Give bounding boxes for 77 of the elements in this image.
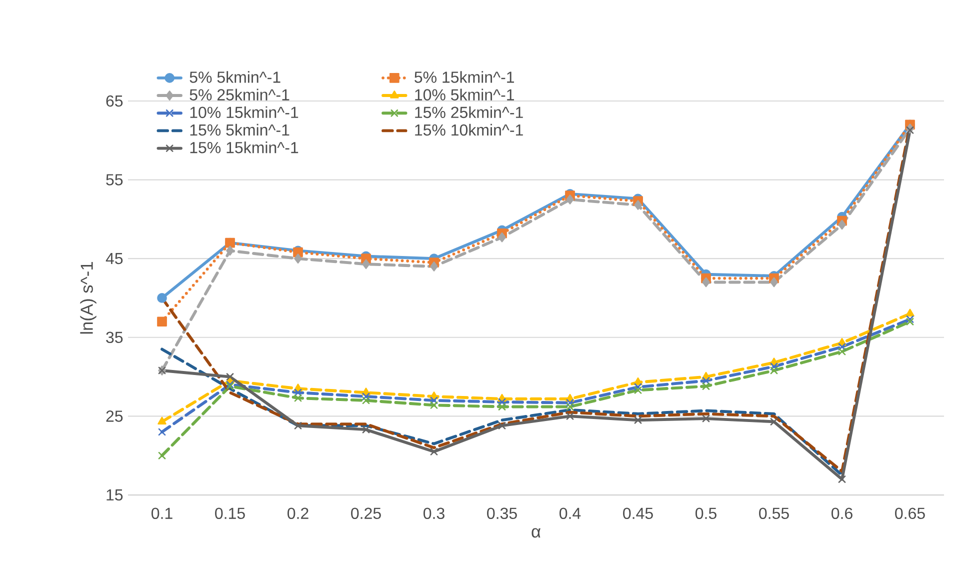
point <box>770 418 778 426</box>
point <box>906 308 914 317</box>
point <box>566 194 574 204</box>
point <box>157 293 167 303</box>
point <box>498 422 506 430</box>
point <box>158 428 166 436</box>
point <box>158 416 166 425</box>
point <box>498 232 506 242</box>
x-tick-label: 0.35 <box>487 508 517 520</box>
point <box>430 401 438 409</box>
x-tick-label: 0.6 <box>832 508 852 520</box>
point <box>770 277 778 288</box>
point <box>498 403 506 410</box>
point <box>838 343 846 351</box>
x-tick-label: 0.55 <box>759 508 789 520</box>
point <box>226 246 234 256</box>
legend-label: 15% 25kmin^-1 <box>415 106 523 118</box>
point <box>634 386 642 394</box>
legend-label: 15% 5kmin^-1 <box>190 124 290 136</box>
point <box>634 383 642 391</box>
point <box>634 416 642 424</box>
point <box>362 426 370 434</box>
point <box>634 377 642 386</box>
point <box>226 373 234 380</box>
legend-label: 15% 10kmin^-1 <box>415 124 523 136</box>
point <box>838 476 846 483</box>
x-tick-label: 0.25 <box>351 508 381 520</box>
y-tick-label: 25 <box>106 410 123 422</box>
point <box>702 414 710 422</box>
point <box>770 366 778 374</box>
x-tick-label: 0.1 <box>152 508 172 520</box>
point <box>294 254 302 264</box>
point <box>566 403 574 410</box>
point <box>906 318 914 326</box>
x-tick-label: 0.4 <box>560 508 581 520</box>
point <box>906 316 914 323</box>
y-tick-label: 45 <box>106 253 123 264</box>
y-tick-label: 55 <box>106 174 123 186</box>
point <box>702 277 710 288</box>
legend-label: 5% 5kmin^-1 <box>190 71 280 83</box>
y-tick-label: 65 <box>106 95 123 107</box>
point <box>430 448 438 456</box>
x-tick-label: 0.3 <box>424 508 444 520</box>
point <box>294 422 302 430</box>
y-tick-label: 15 <box>106 489 123 501</box>
point <box>770 362 778 370</box>
x-tick-label: 0.45 <box>623 508 653 520</box>
point <box>430 262 438 272</box>
y-tick-label: 35 <box>106 332 123 344</box>
point <box>362 259 370 270</box>
x-tick-label: 0.65 <box>895 508 925 520</box>
point <box>906 126 914 134</box>
point <box>158 452 166 460</box>
point <box>362 396 370 404</box>
legend-label: 15% 15kmin^-1 <box>190 142 298 154</box>
legend-label: 10% 15kmin^-1 <box>190 106 298 118</box>
point <box>838 348 846 356</box>
x-tick-label: 0.2 <box>288 508 308 520</box>
legend-label: 10% 5kmin^-1 <box>415 88 514 100</box>
point <box>566 399 574 406</box>
legend-label: 5% 25kmin^-1 <box>190 88 290 100</box>
y-axis-title: ln(A) s^-1 <box>80 262 96 334</box>
x-tick-label: 0.15 <box>215 508 245 520</box>
x-tick-label: 0.5 <box>696 508 716 520</box>
point <box>702 377 710 384</box>
point <box>294 394 302 402</box>
legend-label: 5% 15kmin^-1 <box>414 71 514 83</box>
point <box>157 316 167 327</box>
point <box>498 398 506 406</box>
point <box>634 200 642 210</box>
point <box>566 412 574 420</box>
point <box>430 396 438 404</box>
x-axis-title: α <box>532 528 541 538</box>
point <box>702 382 710 390</box>
point <box>362 392 370 400</box>
point <box>294 388 302 396</box>
point <box>838 220 846 230</box>
